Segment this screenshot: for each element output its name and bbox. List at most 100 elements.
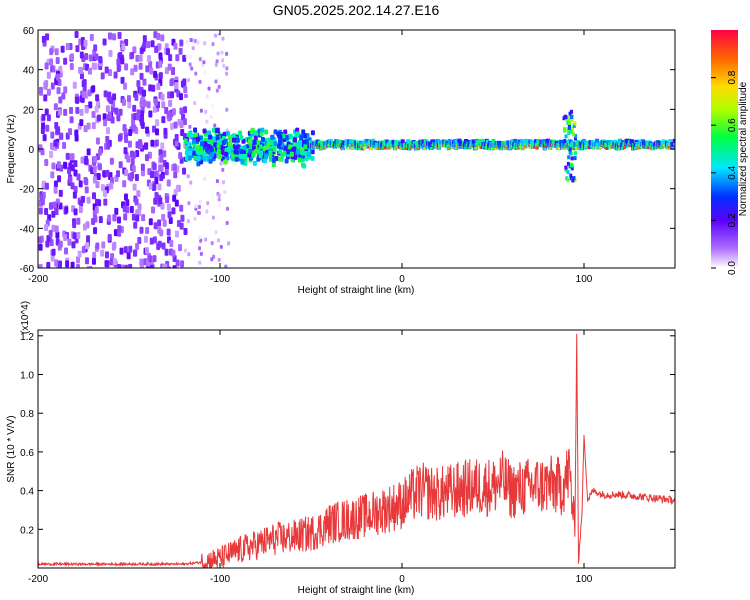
- snr-x-tick-label: -100: [210, 574, 230, 585]
- spectrogram-cell: [249, 129, 254, 135]
- spectrogram-cell: [569, 173, 573, 178]
- spectrogram-cell: [97, 163, 102, 171]
- spectrogram-cell: [569, 114, 573, 119]
- spectrogram-cell: [49, 150, 54, 158]
- spectrogram-cell: [172, 265, 177, 268]
- spectrogram-cell: [91, 85, 96, 93]
- spectrogram-cell: [183, 106, 188, 114]
- spectrogram-cell: [154, 192, 159, 200]
- spectrogram-cell: [195, 136, 200, 142]
- spectrogram-cell: [68, 128, 73, 136]
- spectrogram-cell: [60, 45, 65, 53]
- spectrogram-cell: [173, 171, 178, 179]
- spectrogram-cell: [110, 253, 115, 261]
- spectrogram-cell: [203, 176, 207, 181]
- spectrogram-cell: [81, 80, 86, 88]
- spectrogram-cell: [239, 154, 244, 160]
- spectrogram-cell: [158, 52, 163, 60]
- spectrogram-cell: [214, 33, 218, 38]
- spectrogram-cell: [129, 150, 134, 158]
- spectrogram-cell: [140, 116, 145, 124]
- spectrogram-cell: [79, 51, 84, 59]
- spectrogram-cell: [197, 235, 201, 240]
- spectrogram-cell: [171, 66, 176, 74]
- spectrogram-cell: [166, 228, 171, 236]
- spectrogram-cell: [51, 162, 56, 170]
- spectrogram-cell: [217, 84, 221, 89]
- spectrogram-cell: [566, 120, 570, 125]
- spectrogram-cell: [310, 130, 315, 136]
- spectrogram-cell: [113, 229, 118, 237]
- spectrogram-cell: [216, 238, 220, 243]
- spectrogram-cell: [182, 167, 187, 175]
- spectrogram-cell: [173, 42, 178, 50]
- spectrogram-cell: [180, 260, 185, 268]
- spectrogram-cell: [223, 190, 227, 195]
- spectrogram-cell: [154, 45, 159, 53]
- spectrogram-cell: [86, 235, 91, 243]
- spectrogram-cell: [91, 257, 96, 265]
- spectrogram-cell: [92, 192, 97, 200]
- spectrogram-cell: [54, 259, 59, 267]
- spectrogram-cell: [299, 134, 304, 140]
- spectrogram-cell: [159, 229, 164, 237]
- spectrogram-cell: [178, 152, 183, 160]
- spectrogram-cell: [293, 154, 298, 160]
- spectrogram-cell: [48, 202, 53, 210]
- snr-frame: [37, 329, 676, 569]
- spectrogram-cell: [108, 32, 113, 40]
- spectrogram-y-tick-label: 0: [28, 145, 34, 156]
- spectrogram-cell: [79, 108, 84, 116]
- spectrogram-cell: [225, 220, 229, 225]
- spectrogram-cell: [38, 243, 43, 251]
- spectrogram-cell: [95, 242, 100, 250]
- spectrogram-cell: [46, 114, 51, 122]
- colorbar-label: Normalized spectral amplitude: [738, 81, 749, 216]
- spectrogram-cell: [56, 161, 61, 169]
- spectrogram-cell: [81, 246, 86, 254]
- spectrogram-cell: [151, 206, 156, 214]
- spectrogram-cell: [131, 213, 136, 221]
- spectrogram-cell: [303, 133, 308, 139]
- spectrogram-cell: [273, 141, 278, 147]
- spectrogram-cell: [143, 235, 148, 243]
- spectrogram-cell: [45, 124, 50, 132]
- spectrogram-cell: [68, 176, 73, 184]
- spectrogram-cell: [95, 94, 100, 102]
- spectrogram-cell: [504, 146, 508, 150]
- spectrogram-cell: [106, 142, 111, 150]
- spectrogram-cell: [303, 144, 308, 150]
- spectrogram-cell: [85, 257, 90, 265]
- spectrogram-cell: [242, 145, 247, 151]
- spectrogram-cell: [135, 242, 140, 250]
- spectrogram-cell: [159, 154, 164, 162]
- spectrogram-cell: [191, 150, 196, 156]
- colorbar-tick-label: 0.8: [727, 70, 738, 84]
- spectrogram-cell: [73, 208, 78, 216]
- spectrogram-cell: [216, 51, 220, 56]
- spectrogram-cell: [53, 267, 58, 268]
- spectrogram-cell: [258, 144, 263, 150]
- spectrogram-cell: [153, 171, 158, 179]
- spectrogram-cell: [508, 147, 512, 151]
- spectrogram-cell: [101, 241, 106, 249]
- spectrogram-cell: [142, 78, 147, 86]
- spectrogram-cell: [201, 63, 205, 68]
- spectrogram-cell: [206, 143, 211, 149]
- spectrogram-cell: [94, 105, 99, 113]
- spectrogram-cell: [98, 56, 103, 64]
- spectrogram-cell: [215, 179, 219, 184]
- spectrogram-cell: [163, 263, 168, 268]
- spectrogram-cell: [109, 258, 114, 266]
- spectrogram-cell: [105, 105, 110, 113]
- spectrogram-cell: [46, 71, 51, 79]
- spectrogram-cell: [134, 93, 139, 101]
- spectrogram-cell: [231, 133, 236, 139]
- snr-line: [38, 333, 675, 568]
- spectrogram-cell: [566, 161, 570, 166]
- spectrogram-cell: [446, 143, 451, 151]
- spectrogram-cell: [188, 55, 192, 60]
- spectrogram-cell: [175, 259, 180, 267]
- spectrogram-cell: [178, 47, 183, 55]
- spectrogram-cell: [296, 149, 301, 155]
